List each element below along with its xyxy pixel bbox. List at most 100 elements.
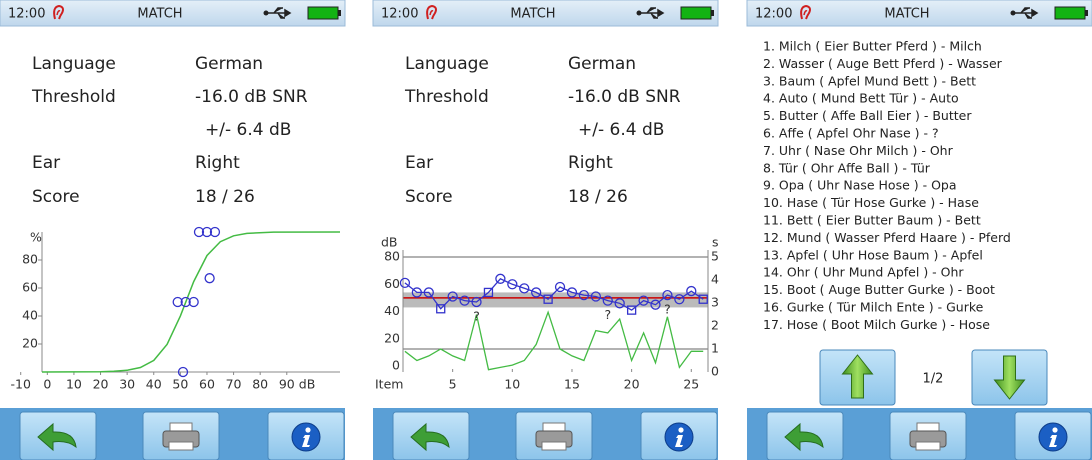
- list-item: 9. Opa ( Uhr Nase Hose ) - Opa: [763, 178, 957, 193]
- battery-icon: [307, 6, 342, 20]
- info-label: Ear: [405, 153, 433, 173]
- device-screen: 12:00 MATCH Language German Threshold -16.0 d…: [0, 0, 346, 460]
- circle-marker: [650, 299, 661, 310]
- threshold-sd: +/- 6.4 dB: [205, 120, 291, 140]
- y2-axis-label: s: [712, 235, 719, 250]
- square-marker: [543, 294, 553, 304]
- y-tick-label: 60: [22, 280, 38, 295]
- info-button[interactable]: [1014, 411, 1092, 460]
- y2-tick-label: 4: [711, 272, 719, 287]
- y2-tick-label: 2: [711, 318, 719, 333]
- series-line: [404, 278, 704, 311]
- y-tick-label: 40: [22, 308, 38, 323]
- x-tick-label: 10: [66, 377, 82, 392]
- status-title: MATCH: [510, 7, 555, 22]
- word-list: 1. Milch ( Eier Butter Pferd ) - Milch 2.…: [763, 39, 1011, 332]
- list-item: 6. Affe ( Apfel Ohr Nase ) - ?: [763, 126, 939, 141]
- circle-marker: [531, 287, 542, 298]
- screen-bg: [0, 0, 345, 460]
- list-item: 14. Ohr ( Uhr Mund Apfel ) - Ohr: [763, 265, 964, 280]
- x-tick-label: 20: [93, 377, 109, 392]
- circle-marker: [566, 287, 578, 298]
- y-tick-label: 60: [384, 276, 400, 291]
- device-screen: 12:00 MATCH Language German Threshold -16.0 d…: [372, 0, 719, 460]
- series-line: [404, 310, 704, 371]
- circle-marker: [554, 281, 566, 293]
- button-icon: [291, 422, 321, 452]
- list-item: 5. Butter ( Affe Ball Eier ) - Butter: [763, 108, 972, 123]
- info-label: Language: [32, 54, 116, 74]
- page-up-button[interactable]: [819, 349, 896, 406]
- circle-marker: [602, 295, 613, 306]
- button-icon: [664, 422, 694, 452]
- x-tick-label: -10: [11, 377, 31, 392]
- print-button[interactable]: [889, 411, 967, 460]
- back-button[interactable]: [392, 411, 470, 460]
- device-screen: 12:00 MATCH 1. Milch ( Eier Butter Pferd )…: [746, 0, 1092, 460]
- list-item: 12. Mund ( Wasser Pferd Haare ) - Pferd: [763, 230, 1011, 245]
- response-point: [188, 296, 199, 308]
- status-time: 12:00: [8, 7, 45, 22]
- response-point: [177, 366, 189, 378]
- list-item: 16. Gurke ( Tür Milch Ente ) - Gurke: [763, 300, 984, 315]
- y2-tick-label: 5: [711, 249, 719, 264]
- square-marker: [483, 287, 494, 298]
- y2-tick-label: 0: [711, 364, 719, 379]
- list-item: 8. Tür ( Ohr Affe Ball ) - Tür: [763, 160, 931, 175]
- info-value: Right: [568, 153, 613, 173]
- list-item: 1. Milch ( Eier Butter Pferd ) - Milch: [763, 39, 982, 54]
- circle-marker: [614, 298, 625, 309]
- list-item: 2. Wasser ( Auge Bett Pferd ) - Wasser: [763, 56, 1003, 71]
- circle-marker: [411, 287, 423, 298]
- status-time: 12:00: [381, 7, 418, 22]
- battery-icon: [680, 6, 715, 20]
- info-value: -16.0 dB SNR: [195, 87, 308, 107]
- square-marker: [436, 304, 446, 314]
- circle-marker: [507, 279, 518, 290]
- info-value: 18 / 26: [568, 187, 628, 207]
- x-tick-label: 90: [279, 377, 295, 392]
- info-value: 18 / 26: [195, 187, 255, 207]
- list-item: 11. Bett ( Eier Butter Baum ) - Bett: [763, 213, 981, 228]
- print-button[interactable]: [515, 411, 593, 460]
- list-item: 13. Apfel ( Uhr Hose Baum ) - Apfel: [763, 247, 983, 262]
- back-button[interactable]: [19, 411, 97, 460]
- x-tick-label: 50: [172, 377, 188, 392]
- y-tick-label: 0: [392, 358, 400, 373]
- info-value: -16.0 dB SNR: [568, 87, 681, 107]
- info-value: German: [195, 54, 263, 74]
- info-label: Threshold: [404, 87, 489, 107]
- info-value: Right: [195, 153, 240, 173]
- info-button[interactable]: [267, 411, 345, 460]
- back-button[interactable]: [766, 411, 844, 460]
- x-tick-label: 80: [252, 377, 268, 392]
- y-tick-label: 80: [384, 249, 400, 264]
- circle-marker: [674, 294, 685, 305]
- x-tick-label: 5: [449, 377, 457, 392]
- y2-tick-label: 1: [711, 341, 719, 356]
- response-point: [172, 296, 183, 308]
- x-tick-label: 60: [199, 377, 215, 392]
- print-button[interactable]: [142, 411, 220, 460]
- y-tick-label: 80: [22, 252, 38, 267]
- question-mark: ?: [604, 307, 611, 322]
- square-marker: [698, 294, 708, 304]
- x-tick-label: 15: [564, 377, 580, 392]
- info-label: Language: [405, 54, 489, 74]
- threshold-sd: +/- 6.4 dB: [578, 120, 664, 140]
- circle-marker: [578, 289, 590, 301]
- y-tick-label: 20: [22, 336, 38, 351]
- psychometric-curve: [41, 231, 341, 373]
- x-tick-label: 30: [119, 377, 135, 392]
- x-unit-label: dB: [299, 377, 316, 392]
- x-tick-label: 20: [624, 377, 640, 392]
- threshold-band: [403, 292, 708, 308]
- info-label: Score: [32, 187, 80, 207]
- question-mark: ?: [473, 308, 480, 323]
- response-point: [193, 226, 205, 238]
- page-down-button[interactable]: [971, 349, 1048, 406]
- circle-marker: [423, 287, 434, 298]
- y-tick-label: 40: [384, 303, 400, 318]
- info-button[interactable]: [640, 411, 718, 460]
